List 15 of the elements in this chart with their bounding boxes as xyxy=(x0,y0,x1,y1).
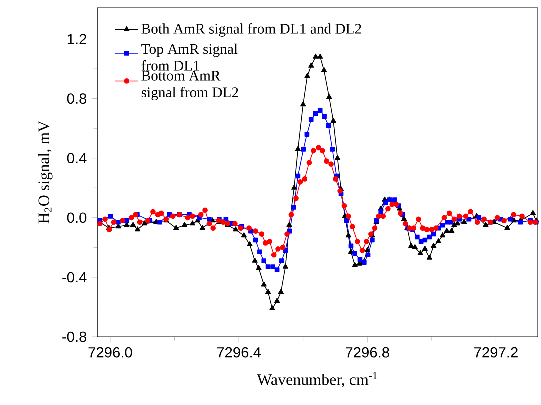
y-tick-label: -0.4 xyxy=(62,272,87,283)
x-tick-label: 7296.8 xyxy=(346,347,390,358)
y-tick-label: 1.2 xyxy=(68,34,86,44)
x-axis-title: Wavenumber, cm$^{-1}$ xyxy=(257,372,378,388)
y-tick-label: 0.4 xyxy=(67,153,87,164)
x-tick-label: 7297.2 xyxy=(474,347,518,358)
y-axis-title: H$_{2}$O signal, mV xyxy=(38,121,53,224)
x-tick-label: 7296.4 xyxy=(217,347,262,358)
x-tick-label: 7296.0 xyxy=(88,347,132,358)
y-tick-label: 0.8 xyxy=(67,94,87,104)
y-tick-label: 0.0 xyxy=(67,212,87,224)
legend-label: Bottom AmR signal from DL2 xyxy=(142,71,238,101)
legend-label: Top AmR signal from DL1 xyxy=(142,44,238,71)
y-tick-label: -0.8 xyxy=(62,332,87,342)
legend-label: Both AmR signal from DL1 and DL2 xyxy=(142,23,362,37)
